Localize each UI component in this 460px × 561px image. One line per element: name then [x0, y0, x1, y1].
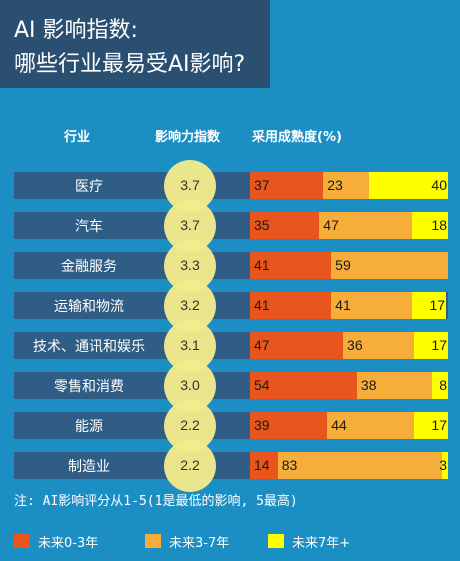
bar-segment-label: 37	[254, 177, 270, 193]
bar-segment-label: 14	[254, 457, 270, 473]
impact-value: 3.7	[180, 217, 200, 233]
bar-segment-label: 8	[439, 377, 447, 393]
bar-segment-label: 54	[254, 377, 270, 393]
industry-label: 汽车	[75, 219, 103, 235]
bar-segment-label: 39	[254, 417, 270, 433]
bar-segment-label: 38	[360, 377, 377, 393]
bar-segment	[432, 372, 448, 399]
bar-segment	[414, 412, 448, 439]
bar-segment-label: 35	[254, 217, 270, 233]
header-impact: 影响力指数	[155, 130, 221, 145]
bar-segment-label: 47	[323, 217, 339, 233]
impact-circle	[164, 439, 216, 492]
bar-segment	[250, 252, 332, 279]
bar-segment-label: 23	[327, 177, 343, 193]
bar-segment	[368, 172, 448, 199]
bar-segment	[250, 332, 344, 359]
bar-segment	[250, 212, 320, 239]
bar-segment	[414, 332, 448, 359]
bar-segment	[250, 172, 324, 199]
bar-segment	[331, 292, 413, 319]
impact-value: 3.2	[180, 297, 200, 313]
bar-segment-label: 3	[439, 457, 447, 473]
legend-swatch	[268, 534, 284, 548]
legend-label: 未来3-7年	[169, 536, 230, 551]
bar-segment	[343, 332, 415, 359]
industry-label: 制造业	[68, 459, 110, 475]
bar-segment-label: 17	[429, 297, 446, 313]
header-adoption: 采用成熟度(%)	[252, 130, 342, 145]
bar-segment-label: 83	[281, 457, 298, 473]
bar-segment	[277, 452, 443, 479]
bar-segment-label: 41	[254, 297, 270, 313]
bar-segment	[250, 452, 278, 479]
bar-segment-label: 47	[254, 337, 270, 353]
title-line-1: AI 影响指数:	[14, 18, 138, 43]
title-box: AI 影响指数: 哪些行业最易受AI影响?	[0, 0, 270, 88]
industry-label: 金融服务	[61, 259, 117, 275]
impact-value: 3.0	[180, 377, 200, 393]
bar-segment	[250, 412, 328, 439]
bar-segment-label: 59	[335, 257, 351, 273]
bar-segment-label: 18	[431, 217, 447, 233]
bar-segment	[327, 412, 415, 439]
bar-segment-label: 41	[335, 297, 351, 313]
bar-segment	[323, 172, 369, 199]
bar-segment	[250, 372, 357, 399]
bar-segment-label: 17	[431, 417, 447, 433]
bar-segment	[412, 292, 447, 319]
impact-value: 3.1	[180, 337, 200, 353]
bar-segment	[331, 252, 448, 279]
legend-swatch	[14, 534, 30, 548]
header-industry: 行业	[64, 130, 91, 145]
impact-value: 3.7	[180, 177, 200, 193]
bar-segment-label: 17	[431, 337, 447, 353]
legend-label: 未来0-3年	[38, 536, 99, 551]
bar-segment-label: 36	[347, 337, 363, 353]
legend-label: 未来7年+	[292, 536, 351, 551]
industry-label: 医疗	[75, 179, 103, 195]
bar-segment-label: 40	[431, 177, 447, 193]
industry-label: 运输和物流	[54, 299, 124, 315]
bar-segment-label: 44	[331, 417, 347, 433]
industry-label: 零售和消费	[54, 379, 124, 395]
title-line-2: 哪些行业最易受AI影响?	[14, 52, 246, 77]
legend-swatch	[145, 534, 161, 548]
bar-segment	[442, 452, 448, 479]
footnote: 注: AI影响评分从1-5(1是最低的影响, 5最高)	[14, 494, 298, 509]
bar-segment-label: 41	[254, 257, 270, 273]
impact-value: 2.2	[180, 417, 200, 433]
impact-value: 3.3	[180, 257, 200, 273]
impact-value: 2.2	[180, 457, 200, 473]
bar-segment	[250, 292, 332, 319]
bar-segment	[412, 212, 448, 239]
bar-segment	[356, 372, 433, 399]
industry-label: 技术、通讯和娱乐	[33, 339, 145, 355]
bar-segment	[319, 212, 413, 239]
industry-label: 能源	[75, 419, 103, 435]
